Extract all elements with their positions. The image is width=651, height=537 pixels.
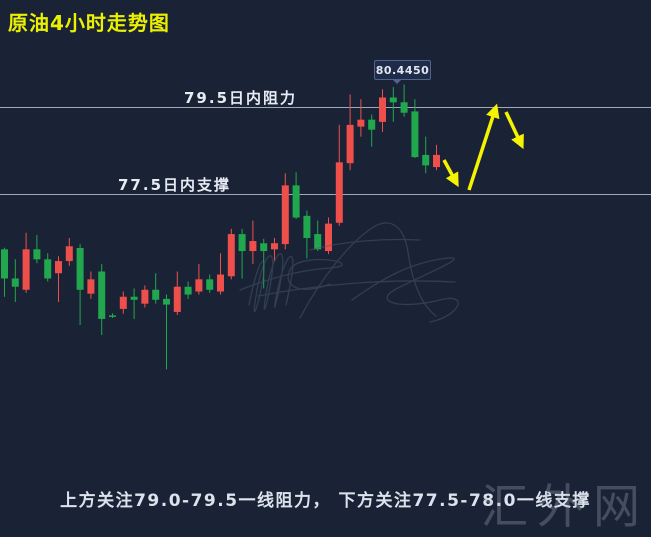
candle-body	[119, 296, 127, 309]
arrow-rejection-down	[504, 111, 524, 150]
arrow-bounce-to-resistance	[467, 103, 500, 191]
candle-body	[141, 289, 149, 304]
candle-body	[206, 279, 214, 290]
candle-body	[1, 249, 8, 279]
page-title: 原油4小时走势图	[8, 11, 170, 35]
candle-body	[65, 246, 73, 262]
candle-body	[281, 185, 289, 245]
candle-body	[357, 119, 365, 127]
candle-body	[335, 162, 343, 223]
support-level-label: 77.5日内支撑	[118, 176, 232, 194]
candle-body	[130, 296, 138, 300]
candle-body	[55, 261, 62, 274]
candle-body	[87, 279, 95, 294]
candle-body	[411, 111, 419, 158]
resistance-level-label: 79.5日内阻力	[184, 89, 298, 107]
candle-body	[303, 215, 311, 238]
candle-body	[163, 298, 170, 305]
candle-body	[184, 286, 192, 295]
candle-body	[433, 154, 440, 168]
candle-body	[314, 234, 322, 250]
candle-body	[11, 278, 19, 287]
candle-body	[195, 279, 203, 292]
candle-body	[422, 154, 430, 166]
candle-body	[173, 286, 181, 312]
candle-body	[109, 315, 116, 317]
candle-body	[389, 97, 397, 103]
candle-body	[98, 271, 106, 319]
candle-body	[368, 119, 376, 130]
site-watermark: 汇外网	[481, 480, 649, 535]
candle-body	[292, 185, 300, 218]
candle-body	[325, 223, 332, 252]
candle-body	[22, 249, 30, 290]
price-tag: 80.4450	[374, 60, 431, 84]
candle-body	[346, 124, 354, 164]
candle-body	[249, 241, 257, 252]
candle-body	[152, 289, 160, 300]
candle-body	[271, 243, 278, 250]
candle-body	[44, 259, 52, 279]
candle-body	[227, 234, 235, 277]
arrow-pullback-to-support	[442, 159, 459, 188]
candle-body	[400, 102, 408, 113]
candle-body	[260, 243, 268, 252]
candle-body	[217, 274, 224, 292]
footer-note: 上方关注79.0-79.5一线阻力， 下方关注77.5-78.0一线支撑	[60, 491, 591, 511]
candle-body	[76, 248, 84, 290]
candle-body	[379, 97, 386, 122]
candle-body	[33, 249, 41, 260]
candle-body	[238, 234, 246, 252]
